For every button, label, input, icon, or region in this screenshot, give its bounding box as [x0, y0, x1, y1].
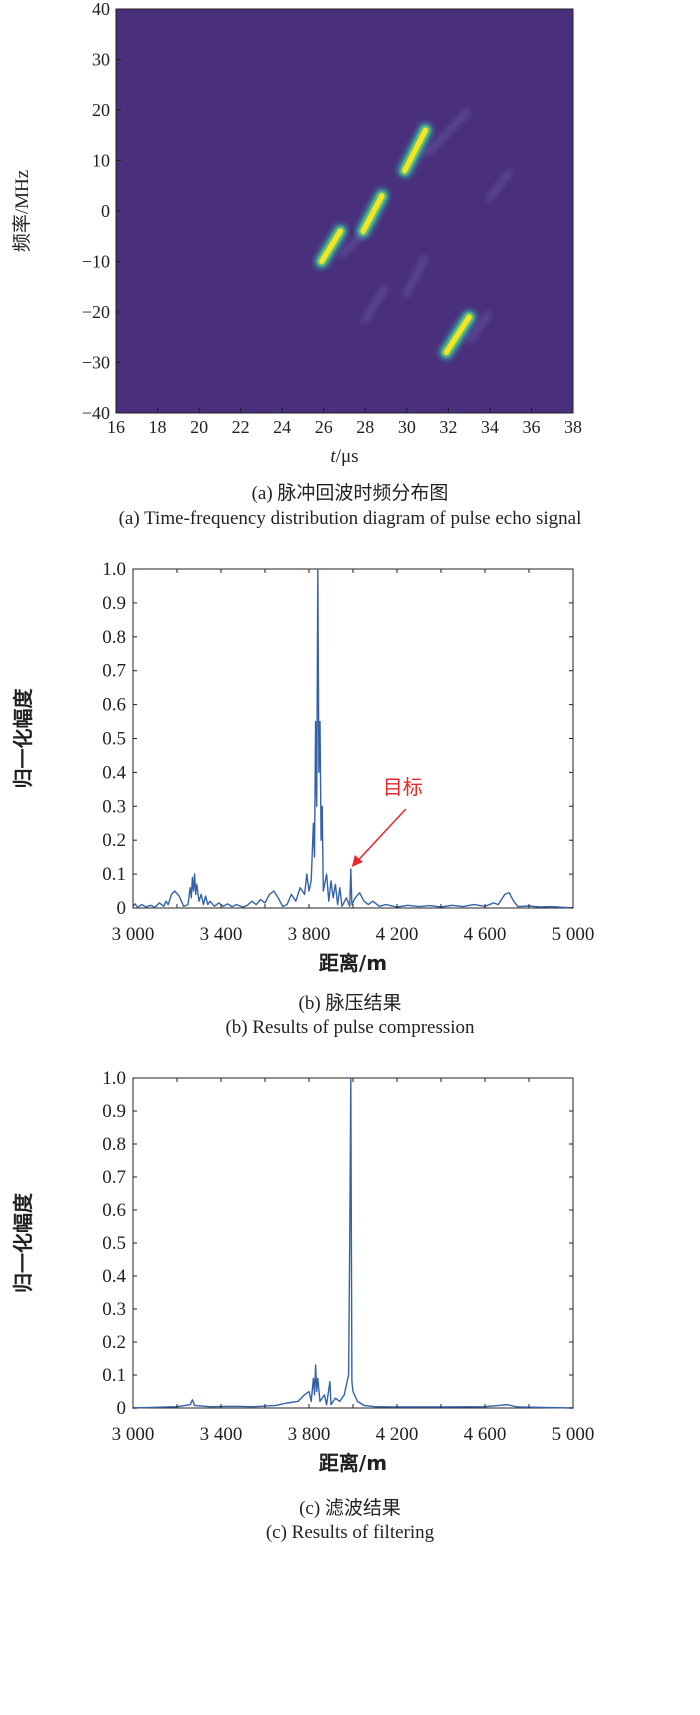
y-tick-label: 0.2 — [102, 1332, 126, 1353]
y-tick-label: 0.8 — [102, 1134, 126, 1155]
caption-b-cn: (b) 脉压结果 — [298, 993, 402, 1014]
y-tick-label: 0.1 — [102, 1365, 126, 1386]
x-tick-label: 4 600 — [464, 924, 507, 945]
y-tick-label: 0 — [117, 898, 127, 919]
y-tick-label: −10 — [82, 252, 110, 272]
faint-chirp — [466, 310, 493, 344]
faint-chirp — [485, 168, 514, 203]
caption-a-cn: (a) 脉冲回波时频分布图 — [251, 483, 449, 504]
signal-line — [132, 1077, 574, 1409]
x-tick-label: 38 — [564, 417, 582, 437]
y-tick-label: 1.0 — [102, 1068, 126, 1089]
x-tick-label: 16 — [107, 417, 125, 437]
y-tick-label: 1.0 — [102, 559, 126, 580]
x-tick-label: 28 — [356, 417, 374, 437]
caption-b-en: (b) Results of pulse compression — [225, 1017, 475, 1038]
y-axis-label: 频率/MHz — [11, 170, 33, 252]
faint-chirp — [402, 255, 429, 299]
heatmap-background — [116, 9, 573, 413]
y-tick-label: 0.3 — [102, 796, 126, 817]
annotation-arrowhead — [351, 855, 363, 868]
x-tick-label: 4 600 — [464, 1424, 507, 1445]
x-tick-label: 32 — [439, 417, 457, 437]
x-axis-label: 距离/m — [319, 951, 387, 975]
x-tick-label: 30 — [398, 417, 416, 437]
x-axis-label: 距离/m — [319, 1451, 387, 1475]
caption-a-en: (a) Time-frequency distribution diagram … — [118, 508, 582, 529]
x-tick-label: 36 — [522, 417, 540, 437]
caption-c-cn: (c) 滤波结果 — [299, 1498, 401, 1519]
axes-frame-c — [132, 1077, 574, 1409]
chirp-core — [443, 314, 472, 355]
x-tick-label: 5 000 — [552, 1424, 595, 1445]
y-tick-label: 0.4 — [102, 762, 126, 783]
x-tick-label: 18 — [149, 417, 167, 437]
y-tick-label: 0.7 — [102, 661, 126, 682]
y-tick-label: 0.9 — [102, 1101, 126, 1122]
y-axis-label: 归一化幅度 — [11, 688, 35, 789]
y-tick-label: −30 — [82, 353, 110, 373]
y-tick-label: 0.6 — [102, 695, 126, 716]
y-tick-label: 30 — [92, 50, 110, 70]
y-tick-label: 0.6 — [102, 1200, 126, 1221]
y-tick-label: 40 — [92, 0, 110, 19]
chirp-core — [360, 193, 385, 234]
y-tick-label: 0.9 — [102, 593, 126, 614]
x-tick-label: 26 — [315, 417, 333, 437]
x-tick-label: 22 — [232, 417, 250, 437]
x-tick-label: 4 200 — [376, 924, 419, 945]
chirp-core — [319, 228, 343, 264]
y-tick-label: 0.5 — [102, 729, 126, 750]
faint-chirp — [360, 285, 389, 324]
x-tick-label: 3 400 — [200, 924, 243, 945]
x-tick-label: 5 000 — [552, 924, 595, 945]
y-tick-label: 0 — [117, 1398, 127, 1419]
y-tick-label: −40 — [82, 403, 110, 423]
x-tick-label: 3 400 — [200, 1424, 243, 1445]
y-tick-label: 20 — [92, 100, 110, 120]
x-tick-label: 3 800 — [288, 924, 331, 945]
y-tick-label: 0.2 — [102, 830, 126, 851]
y-tick-label: 0.7 — [102, 1167, 126, 1188]
x-tick-label: 3 800 — [288, 1424, 331, 1445]
y-tick-label: 0.4 — [102, 1266, 126, 1287]
annotation-arrow-line — [353, 808, 407, 866]
y-tick-label: 0.1 — [102, 864, 126, 885]
x-tick-label: 24 — [273, 417, 291, 437]
x-tick-label: 34 — [481, 417, 499, 437]
chirp-core — [402, 127, 429, 174]
annotation-label: 目标 — [383, 775, 423, 799]
y-tick-label: 0.8 — [102, 627, 126, 648]
signal-line — [132, 568, 574, 909]
axes-frame-b — [132, 568, 574, 909]
x-tick-label: 3 000 — [112, 1424, 155, 1445]
y-axis-label: 归一化幅度 — [11, 1192, 35, 1293]
x-tick-label: 3 000 — [112, 924, 155, 945]
x-tick-label: 4 200 — [376, 1424, 419, 1445]
faint-chirp — [423, 107, 472, 158]
caption-c-en: (c) Results of filtering — [265, 1522, 435, 1543]
y-tick-label: 0.3 — [102, 1299, 126, 1320]
y-tick-label: 0 — [101, 201, 110, 221]
y-tick-label: −20 — [82, 302, 110, 322]
x-axis-label: t/μs — [330, 446, 358, 467]
y-tick-label: 0.5 — [102, 1233, 126, 1254]
y-tick-label: 10 — [92, 151, 110, 171]
x-tick-label: 20 — [190, 417, 208, 437]
